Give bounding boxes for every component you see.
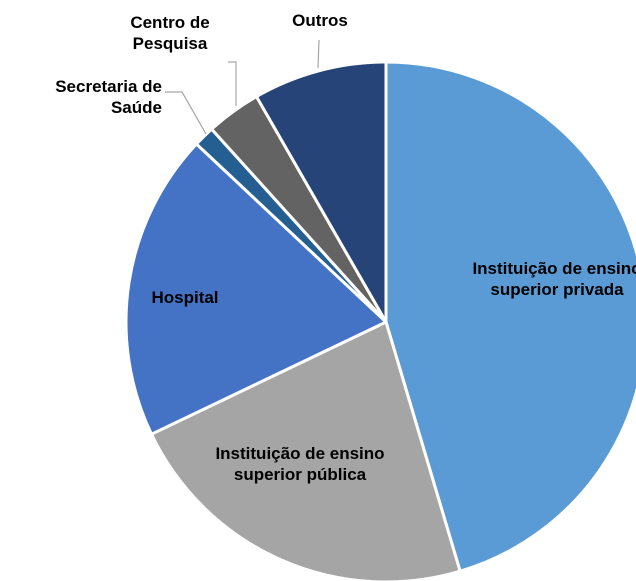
slice-label: Hospital (151, 288, 219, 307)
pie-slice (124, 142, 388, 436)
slice-label: Instituição de ensino superior privada (472, 259, 636, 299)
leader-line (165, 91, 207, 135)
slice-label: Secretaria de Saúde (55, 77, 162, 117)
pie-slice (254, 60, 388, 324)
pie-slice (384, 60, 636, 573)
slices (124, 60, 636, 581)
leader-line (228, 61, 237, 106)
pie-slice (149, 320, 462, 581)
leader-line (317, 39, 320, 69)
slice-label: Centro de Pesquisa (130, 13, 210, 53)
slice-label: Instituição de ensino superior pública (215, 444, 385, 484)
slice-label: Outros (292, 11, 348, 30)
